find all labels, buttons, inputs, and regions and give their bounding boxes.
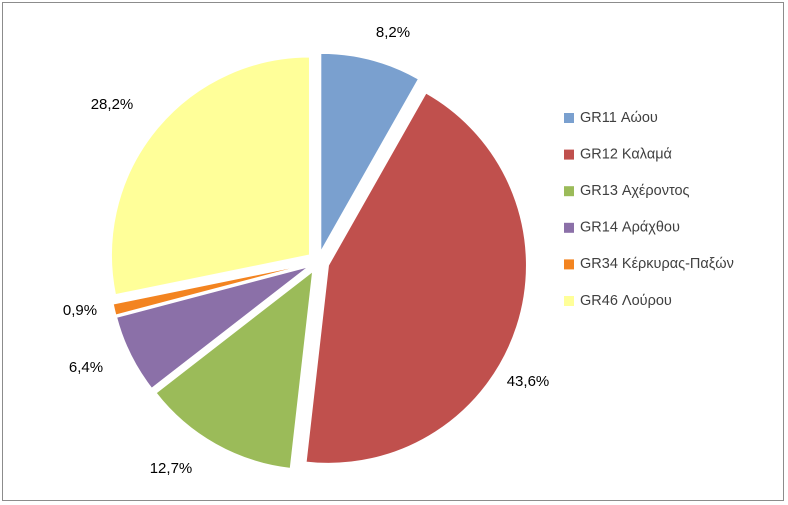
legend-swatch [564,149,574,160]
legend: GR11 Αώου GR12 Καλαμά GR13 Αχέροντος GR14 Α… [564,110,734,309]
legend-label: GR13 Αχέροντος [580,183,690,199]
data-label: 28,2% [91,96,134,113]
legend-label: GR14 Αράχθου [580,220,680,236]
pie-slice [305,92,527,464]
pie-slice [116,266,309,389]
data-labels: 8,2% 43,6% 12,7% 6,4% 0,9% 28,2% [63,24,549,477]
legend-swatch [564,296,574,306]
pie-slice [320,52,420,254]
legend-label: GR46 Λούρου [580,293,672,309]
pie-slice [111,56,310,296]
pie-slice [112,264,308,316]
pie-slices [111,52,527,469]
data-label: 0,9% [63,302,97,319]
legend-label: GR34 Κέρκυρας-Παξών [580,256,734,272]
data-label: 12,7% [150,460,193,477]
legend-swatch [564,113,574,123]
data-label: 43,6% [507,373,550,390]
data-label: 8,2% [376,24,410,41]
data-label: 6,4% [69,359,103,376]
legend-swatch [564,186,574,197]
legend-swatch [564,259,574,270]
legend-label: GR12 Καλαμά [580,146,672,162]
pie-slice [155,270,314,469]
legend-swatch [564,222,574,233]
legend-label: GR11 Αώου [580,110,658,126]
